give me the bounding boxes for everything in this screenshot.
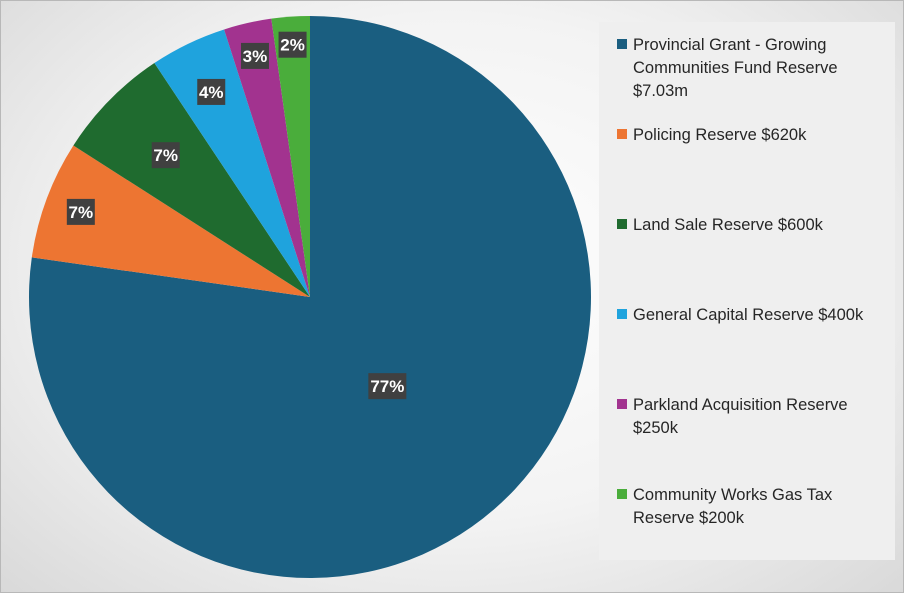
- pie-slice: [224, 18, 310, 298]
- svg-text:7%: 7%: [153, 146, 178, 165]
- slice-data-label: 77%: [368, 373, 407, 400]
- pie-slice: [154, 29, 310, 298]
- svg-text:4%: 4%: [199, 83, 224, 102]
- pie-slice: [73, 63, 310, 297]
- legend-label: Policing Reserve $620k: [633, 126, 807, 144]
- pie-slice: [271, 16, 310, 297]
- legend-swatch: [617, 39, 627, 49]
- legend-item: Community Works Gas Tax Reserve $200k: [617, 484, 887, 530]
- slice-data-label: 7%: [66, 198, 95, 225]
- legend-swatch: [617, 309, 627, 319]
- legend-item: General Capital Reserve $400k: [617, 304, 887, 327]
- legend-label: Land Sale Reserve $600k: [633, 216, 823, 234]
- svg-text:77%: 77%: [370, 377, 404, 396]
- legend-item: Provincial Grant - Growing Communities F…: [617, 34, 887, 103]
- svg-text:3%: 3%: [243, 47, 268, 66]
- legend-label: Parkland Acquisition Reserve $250k: [633, 396, 848, 437]
- legend-label: Community Works Gas Tax Reserve $200k: [633, 486, 833, 527]
- legend-label: General Capital Reserve $400k: [633, 306, 864, 324]
- legend: Provincial Grant - Growing Communities F…: [599, 22, 895, 560]
- legend-swatch: [617, 129, 627, 139]
- pie-slice: [28, 16, 591, 578]
- legend-swatch: [617, 219, 627, 229]
- slice-data-label: 3%: [240, 42, 269, 69]
- pie-slice: [31, 145, 311, 297]
- legend-label: Provincial Grant - Growing Communities F…: [633, 36, 838, 100]
- slice-data-label: 2%: [278, 31, 307, 58]
- legend-swatch: [617, 399, 627, 409]
- legend-item: Land Sale Reserve $600k: [617, 214, 887, 237]
- legend-item: Policing Reserve $620k: [617, 124, 887, 147]
- legend-item: Parkland Acquisition Reserve $250k: [617, 394, 887, 440]
- pie-chart: 77% 7% 7% 4% 3% 2%: [28, 16, 591, 578]
- slice-data-label: 4%: [197, 78, 226, 105]
- slice-data-label: 7%: [151, 142, 180, 169]
- svg-text:2%: 2%: [280, 36, 305, 55]
- legend-swatch: [617, 489, 627, 499]
- svg-text:7%: 7%: [69, 203, 94, 222]
